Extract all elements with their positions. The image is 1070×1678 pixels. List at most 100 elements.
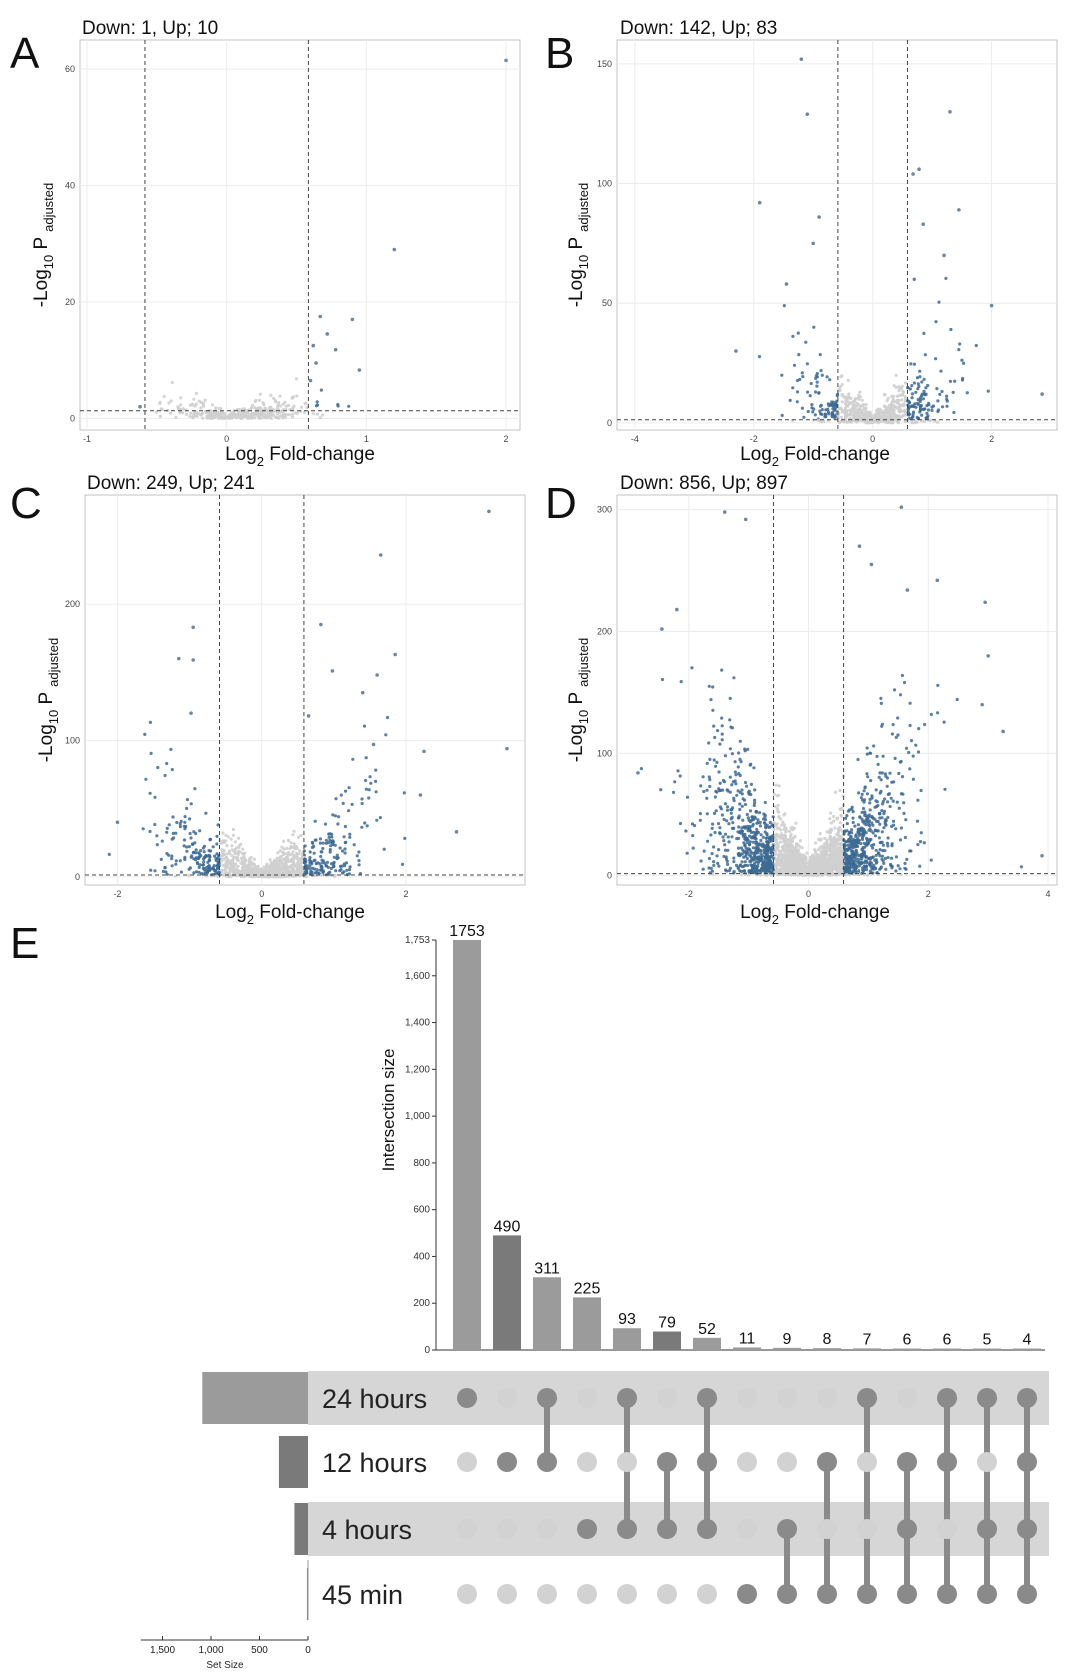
- panel-b-point: [912, 277, 917, 282]
- panel-d-point: [717, 864, 721, 868]
- panel-c-point: [300, 852, 304, 856]
- panel-c-point: [385, 715, 390, 720]
- panel-a-plot-area: [79, 39, 521, 431]
- panel-b-point: [921, 397, 926, 401]
- panel-a-point: [178, 411, 182, 415]
- panel-c-point: [236, 864, 240, 869]
- panel-b-point: [788, 398, 792, 402]
- panel-b-point: [877, 410, 881, 414]
- panel-d-point: [880, 830, 884, 834]
- intersection-ytick: 1,753: [405, 935, 430, 946]
- panel-b-point: [910, 384, 914, 388]
- panel-d-point: [708, 784, 712, 789]
- panel-c-point: [328, 838, 332, 842]
- panel-c-point: [364, 778, 368, 783]
- panel-d-point: [827, 859, 832, 863]
- panel-b-point: [945, 394, 949, 398]
- panel-a-xtick: 1: [364, 434, 369, 444]
- panel-c-point: [378, 553, 383, 557]
- panel-c-point: [153, 795, 157, 799]
- panel-a-point: [190, 403, 195, 407]
- panel-d-point: [894, 735, 898, 740]
- panel-c-point: [360, 797, 364, 801]
- panel-d-point: [857, 791, 861, 795]
- panel-b-point: [916, 382, 920, 386]
- panel-c-point: [141, 827, 145, 831]
- panel-d-point: [868, 797, 872, 802]
- panel-c-point: [285, 855, 289, 859]
- panel-d-point: [871, 846, 875, 850]
- panel-a-point: [189, 411, 193, 415]
- panel-c-point: [240, 852, 245, 856]
- panel-c-point: [308, 864, 312, 868]
- panel-d-point: [826, 867, 830, 871]
- panel-c-point: [197, 855, 201, 859]
- panel-d-point: [850, 831, 854, 835]
- panel-b-point: [857, 403, 861, 407]
- panel-d-point: [883, 818, 888, 822]
- panel-b-point: [903, 397, 907, 401]
- panel-d-point: [803, 862, 808, 866]
- panel-c-point: [224, 839, 228, 843]
- panel-c-point: [314, 838, 318, 842]
- intersection-dot-active: [497, 1452, 517, 1472]
- panel-d-point: [854, 853, 858, 857]
- panel-d-point: [887, 792, 892, 796]
- panel-b-point: [910, 392, 915, 396]
- panel-d-point: [698, 818, 702, 822]
- panel-c-point: [337, 815, 341, 819]
- panel-b-point: [857, 393, 861, 397]
- panel-d-point: [743, 832, 747, 836]
- panel-d-point: [836, 867, 840, 871]
- panel-c-point: [153, 869, 157, 873]
- panel-a-point: [318, 416, 322, 420]
- panel-d-point: [740, 860, 744, 864]
- panel-b-point: [918, 396, 923, 400]
- panel-c-point: [165, 761, 169, 766]
- panel-a-point: [320, 413, 325, 417]
- panel-d-point: [759, 857, 764, 861]
- panel-d-point: [798, 853, 802, 857]
- panel-d-xtick: -2: [685, 889, 693, 899]
- panel-a-ylabel: -Log10 P adjusted: [31, 183, 56, 308]
- panel-c-point: [215, 842, 219, 846]
- panel-c-point: [270, 862, 274, 866]
- panel-c-point: [224, 856, 228, 860]
- panel-a-point: [278, 394, 282, 398]
- panel-d-point: [716, 822, 721, 826]
- panel-c-point: [290, 857, 294, 861]
- panel-c-point: [334, 869, 338, 873]
- panel-d-point: [878, 812, 882, 816]
- panel-d-point: [743, 860, 747, 864]
- panel-d-point: [741, 797, 745, 801]
- panel-b-point: [935, 387, 939, 391]
- panel-c-point: [201, 863, 205, 867]
- panel-b-point: [880, 414, 884, 418]
- panel-b-point: [918, 407, 923, 411]
- panel-c-point: [280, 845, 284, 849]
- panel-d-point: [659, 788, 663, 792]
- panel-d-point: [870, 821, 874, 825]
- panel-b-point: [960, 378, 965, 382]
- panel-b-point: [833, 416, 837, 420]
- panel-a-point: [504, 58, 508, 63]
- panel-d-point: [783, 812, 787, 816]
- panel-d-point: [785, 843, 789, 847]
- panel-c-point: [107, 852, 111, 857]
- panel-d-point: [712, 811, 717, 816]
- panel-b-point: [944, 276, 948, 280]
- panel-d-point: [660, 627, 664, 631]
- panel-d-point: [811, 853, 815, 857]
- panel-b-plot-area: [616, 39, 1058, 431]
- panel-d-point: [736, 816, 741, 820]
- panel-b-point: [801, 375, 805, 379]
- panel-c-point: [364, 787, 368, 791]
- panel-a-point: [178, 403, 183, 407]
- panel-d-point: [732, 856, 736, 860]
- panel-d-point: [813, 848, 817, 852]
- panel-b-point: [883, 404, 887, 408]
- panel-a-point: [347, 404, 351, 408]
- panel-d-point: [705, 812, 709, 816]
